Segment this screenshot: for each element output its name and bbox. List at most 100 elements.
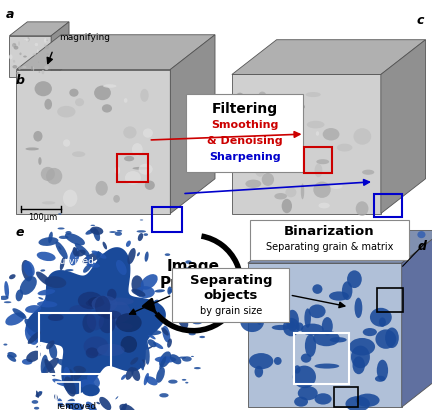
Ellipse shape bbox=[200, 319, 203, 320]
Ellipse shape bbox=[36, 391, 39, 398]
Ellipse shape bbox=[65, 399, 75, 407]
Ellipse shape bbox=[136, 230, 146, 233]
Ellipse shape bbox=[395, 250, 404, 252]
Ellipse shape bbox=[330, 245, 335, 250]
Ellipse shape bbox=[7, 352, 17, 358]
Text: c: c bbox=[416, 14, 423, 27]
Polygon shape bbox=[248, 263, 402, 407]
Text: a: a bbox=[6, 8, 14, 21]
Ellipse shape bbox=[45, 276, 66, 288]
Ellipse shape bbox=[145, 252, 149, 262]
Ellipse shape bbox=[255, 273, 267, 287]
Text: b: b bbox=[16, 74, 24, 88]
Ellipse shape bbox=[66, 406, 72, 409]
Ellipse shape bbox=[363, 328, 377, 336]
Ellipse shape bbox=[304, 309, 311, 328]
Ellipse shape bbox=[309, 304, 326, 318]
Ellipse shape bbox=[74, 368, 84, 380]
Ellipse shape bbox=[314, 393, 332, 405]
Ellipse shape bbox=[44, 44, 45, 46]
Ellipse shape bbox=[355, 298, 362, 318]
Ellipse shape bbox=[12, 43, 16, 47]
Ellipse shape bbox=[35, 43, 38, 46]
Ellipse shape bbox=[242, 152, 250, 166]
Ellipse shape bbox=[41, 355, 48, 375]
Ellipse shape bbox=[18, 41, 20, 46]
Ellipse shape bbox=[256, 270, 272, 279]
FancyBboxPatch shape bbox=[250, 221, 409, 260]
Ellipse shape bbox=[380, 240, 384, 242]
Ellipse shape bbox=[109, 231, 116, 233]
Ellipse shape bbox=[255, 307, 263, 325]
Text: Separating grain & matrix: Separating grain & matrix bbox=[265, 242, 393, 252]
Ellipse shape bbox=[275, 193, 287, 199]
Ellipse shape bbox=[26, 147, 39, 150]
Ellipse shape bbox=[278, 131, 285, 139]
Text: 100μm: 100μm bbox=[28, 214, 58, 223]
Polygon shape bbox=[232, 74, 381, 214]
Ellipse shape bbox=[26, 38, 29, 41]
Ellipse shape bbox=[165, 253, 170, 256]
Ellipse shape bbox=[154, 300, 159, 303]
Ellipse shape bbox=[19, 52, 22, 55]
Ellipse shape bbox=[330, 183, 343, 189]
Ellipse shape bbox=[37, 49, 39, 53]
Ellipse shape bbox=[152, 322, 158, 331]
Text: magnifying: magnifying bbox=[59, 33, 110, 42]
Ellipse shape bbox=[22, 260, 32, 281]
Ellipse shape bbox=[255, 161, 265, 177]
Ellipse shape bbox=[55, 241, 68, 259]
Ellipse shape bbox=[27, 37, 29, 41]
Ellipse shape bbox=[323, 128, 339, 140]
Bar bbox=[39, 313, 111, 375]
Ellipse shape bbox=[182, 308, 192, 313]
Ellipse shape bbox=[123, 126, 136, 138]
Ellipse shape bbox=[286, 310, 299, 331]
Ellipse shape bbox=[114, 323, 132, 330]
Ellipse shape bbox=[88, 297, 104, 307]
Ellipse shape bbox=[139, 164, 153, 175]
Ellipse shape bbox=[44, 38, 46, 43]
Ellipse shape bbox=[262, 173, 274, 186]
Ellipse shape bbox=[49, 343, 57, 359]
Text: Filtering: Filtering bbox=[212, 102, 278, 116]
Ellipse shape bbox=[312, 284, 323, 294]
Ellipse shape bbox=[156, 367, 165, 383]
Ellipse shape bbox=[131, 367, 140, 381]
Ellipse shape bbox=[375, 376, 385, 382]
Ellipse shape bbox=[159, 393, 168, 397]
Ellipse shape bbox=[13, 65, 17, 69]
Ellipse shape bbox=[168, 380, 178, 384]
Ellipse shape bbox=[65, 233, 85, 245]
Ellipse shape bbox=[316, 131, 319, 136]
Ellipse shape bbox=[52, 379, 69, 387]
Ellipse shape bbox=[369, 255, 378, 260]
Ellipse shape bbox=[50, 273, 56, 284]
Polygon shape bbox=[10, 22, 69, 36]
Ellipse shape bbox=[115, 166, 120, 174]
Ellipse shape bbox=[240, 311, 264, 332]
Polygon shape bbox=[232, 40, 426, 74]
Ellipse shape bbox=[362, 170, 374, 175]
Text: e: e bbox=[16, 226, 24, 240]
Ellipse shape bbox=[86, 299, 105, 307]
Ellipse shape bbox=[185, 267, 190, 269]
Ellipse shape bbox=[322, 242, 332, 248]
Ellipse shape bbox=[25, 305, 41, 313]
Ellipse shape bbox=[379, 318, 386, 327]
Ellipse shape bbox=[131, 289, 145, 297]
Ellipse shape bbox=[38, 157, 42, 165]
Ellipse shape bbox=[119, 403, 127, 413]
Ellipse shape bbox=[385, 328, 399, 348]
Bar bbox=[374, 194, 402, 218]
Ellipse shape bbox=[86, 401, 97, 413]
Ellipse shape bbox=[23, 66, 26, 68]
Ellipse shape bbox=[83, 264, 91, 273]
Ellipse shape bbox=[187, 311, 193, 314]
Ellipse shape bbox=[417, 231, 426, 238]
Ellipse shape bbox=[36, 392, 42, 397]
Ellipse shape bbox=[39, 297, 43, 300]
Ellipse shape bbox=[65, 231, 71, 235]
Ellipse shape bbox=[140, 360, 144, 370]
Ellipse shape bbox=[281, 199, 292, 213]
